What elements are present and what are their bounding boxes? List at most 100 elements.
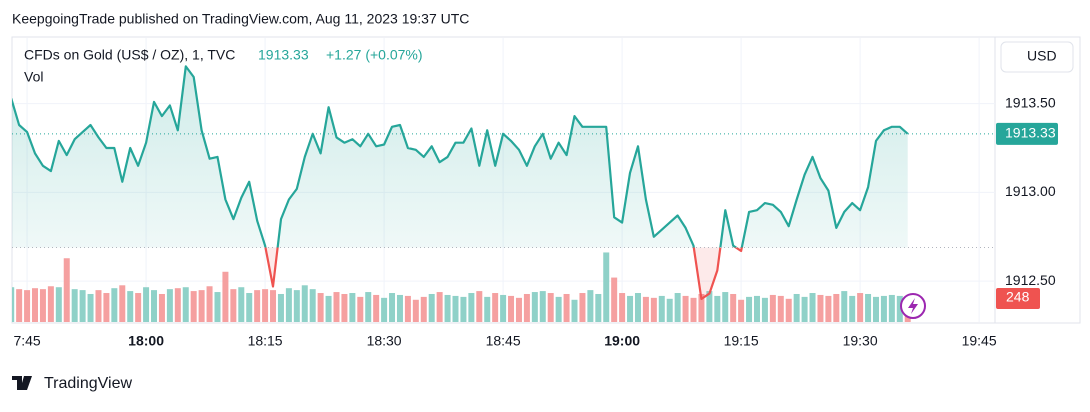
volume-bar [158, 293, 165, 322]
volume-bar [476, 291, 483, 322]
x-tick-label: 19:00 [604, 333, 640, 349]
volume-bar [761, 297, 768, 322]
volume-bar [492, 293, 499, 322]
volume-bar [285, 288, 292, 322]
volume-bar [174, 288, 181, 322]
volume-bar [452, 295, 459, 322]
volume-bar [769, 294, 776, 322]
volume-bar [500, 294, 507, 322]
volume-legend: Vol [24, 69, 43, 85]
volume-bar [531, 292, 538, 322]
volume-label: 248 [1006, 289, 1030, 305]
volume-bar [650, 297, 657, 322]
volume-bar [468, 293, 475, 322]
volume-bar [746, 296, 753, 322]
volume-bar [857, 293, 864, 322]
x-tick-label: 19:15 [724, 333, 759, 349]
volume-bar [730, 293, 737, 322]
volume-bar [484, 296, 491, 322]
symbol: CFDs on Gold (US$ / OZ), 1, TVC [24, 47, 235, 63]
volume-bar [404, 295, 411, 322]
volume-bar [206, 286, 213, 322]
area-up [12, 65, 909, 248]
volume-bar [508, 295, 515, 322]
volume-bar [849, 295, 856, 322]
volume-bar [579, 293, 586, 322]
volume-bar [214, 292, 221, 322]
volume-bar [547, 293, 554, 322]
volume-bar [793, 293, 800, 322]
volume-bar [12, 287, 15, 322]
volume-bar [880, 295, 887, 322]
volume-bar [293, 290, 300, 322]
volume-bar [301, 285, 308, 322]
volume-bar [389, 293, 396, 322]
volume-bar [47, 286, 54, 322]
volume-bar [571, 299, 578, 322]
volume-bar [523, 293, 530, 322]
legend-change: +1.27 (+0.07%) [326, 47, 423, 63]
volume-bar [24, 290, 31, 322]
volume-bar [135, 293, 142, 322]
volume-bar [32, 288, 39, 322]
volume-bar [230, 289, 237, 322]
volume-bar [714, 295, 721, 322]
volume-bar [587, 290, 594, 322]
volume-bar [373, 294, 380, 322]
volume-bar [801, 296, 808, 322]
x-tick-label: 19:30 [843, 333, 878, 349]
currency-button[interactable] [1000, 41, 1074, 73]
volume-bar [262, 289, 269, 322]
overlay: 1913.33 248 [996, 122, 1058, 310]
volume-bar [270, 290, 277, 322]
x-tick-label: 18:30 [367, 333, 402, 349]
logo-mark [12, 376, 32, 390]
volume-bar [865, 293, 872, 322]
volume-bar [785, 298, 792, 322]
volume-bar [119, 285, 126, 322]
volume-bar [428, 293, 435, 322]
volume-bar [365, 292, 372, 322]
volume-bar [563, 293, 570, 322]
volume-bar [555, 296, 562, 322]
volume-bar [55, 287, 62, 322]
volume-bar [444, 294, 451, 322]
x-tick-label: 18:45 [486, 333, 521, 349]
volume-bar [833, 293, 840, 322]
volume-bar [595, 293, 602, 322]
last-price-label: 1913.33 [1005, 125, 1056, 141]
volume-bar [698, 293, 705, 322]
y-tick-label: 1913.00 [1005, 183, 1056, 199]
volume-bar [872, 296, 879, 322]
volume-bar [682, 295, 689, 322]
volume-bar [87, 293, 94, 322]
volume-bar [39, 289, 46, 322]
volume-bar [349, 293, 356, 322]
volume-bar [254, 290, 261, 322]
volume-bar [63, 258, 70, 322]
volume-bar [825, 295, 832, 322]
volume-bar [357, 296, 364, 322]
volume-bar [151, 290, 158, 322]
volume-bar [412, 299, 419, 322]
legend-price: 1913.33 [258, 47, 309, 63]
x-tick-label: 18:00 [128, 333, 164, 349]
volume-bar [182, 287, 189, 322]
volume-bar [690, 297, 697, 322]
volume-bar [706, 291, 713, 322]
brand-logo: TradingView [12, 375, 132, 392]
volume-bar [381, 297, 388, 322]
currency-label[interactable]: USD [1027, 48, 1057, 64]
volume-bar [317, 293, 324, 322]
volume-bar [896, 295, 903, 322]
volume-bar [753, 295, 760, 322]
x-tick-label: 19:45 [962, 333, 997, 349]
volume-bar [166, 289, 173, 322]
volume-bar [309, 289, 316, 322]
volume-bar [460, 296, 467, 322]
volume-tag [996, 288, 1040, 310]
volume-bar [190, 291, 197, 322]
volume-bar [634, 293, 641, 322]
volume-bar [95, 290, 102, 322]
